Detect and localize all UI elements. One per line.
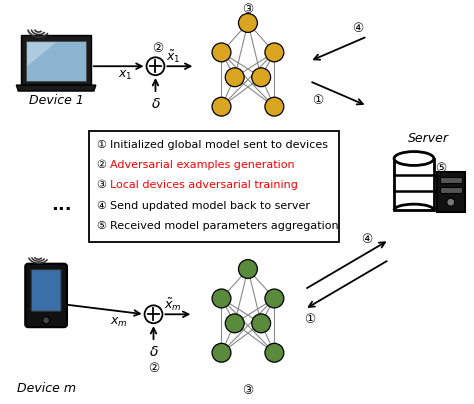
Text: $\tilde{x}_m$: $\tilde{x}_m$ (164, 296, 182, 313)
Circle shape (212, 97, 231, 116)
Text: Device m: Device m (17, 382, 76, 395)
Text: ⑤: ⑤ (435, 162, 447, 175)
Ellipse shape (394, 152, 434, 166)
Circle shape (145, 305, 163, 323)
Text: ③: ③ (242, 3, 254, 16)
Text: ②: ② (152, 42, 163, 55)
Polygon shape (16, 85, 96, 91)
FancyBboxPatch shape (25, 264, 67, 327)
FancyBboxPatch shape (440, 177, 462, 183)
FancyBboxPatch shape (31, 269, 61, 311)
FancyBboxPatch shape (440, 187, 462, 193)
Text: ②: ② (148, 362, 159, 375)
FancyBboxPatch shape (437, 173, 465, 212)
Circle shape (265, 97, 284, 116)
Circle shape (238, 260, 257, 278)
Circle shape (225, 314, 244, 333)
Text: ①: ① (304, 313, 315, 326)
Circle shape (212, 343, 231, 362)
Text: Initialized global model sent to devices: Initialized global model sent to devices (110, 140, 328, 149)
Text: ②: ② (96, 160, 106, 170)
Circle shape (225, 68, 244, 87)
Text: ...: ... (51, 196, 72, 214)
Circle shape (212, 289, 231, 308)
Circle shape (252, 68, 271, 87)
Circle shape (265, 343, 284, 362)
Circle shape (252, 314, 271, 333)
Text: ①: ① (312, 95, 323, 107)
Text: Received model parameters aggregation: Received model parameters aggregation (110, 221, 338, 231)
Circle shape (146, 57, 164, 75)
Text: ③: ③ (242, 384, 254, 397)
Circle shape (238, 14, 257, 32)
Text: Send updated model back to server: Send updated model back to server (110, 201, 310, 210)
Text: ①: ① (96, 140, 106, 149)
Polygon shape (27, 42, 56, 66)
Text: $\delta$: $\delta$ (151, 97, 160, 111)
Text: ④: ④ (96, 201, 106, 210)
Text: $x_1$: $x_1$ (118, 69, 133, 82)
Polygon shape (26, 42, 86, 81)
Text: $x_m$: $x_m$ (110, 316, 128, 329)
Text: $\delta$: $\delta$ (148, 345, 158, 359)
Text: ⑤: ⑤ (96, 221, 106, 231)
Circle shape (43, 317, 50, 324)
Circle shape (447, 198, 455, 206)
Circle shape (212, 43, 231, 62)
Text: Device 1: Device 1 (28, 95, 83, 107)
Text: ④: ④ (352, 22, 363, 35)
Text: Server: Server (409, 132, 449, 145)
Text: Local devices adversarial training: Local devices adversarial training (110, 180, 298, 190)
Text: ③: ③ (96, 180, 106, 190)
Text: ④: ④ (362, 234, 373, 246)
Text: $\tilde{x}_1$: $\tilde{x}_1$ (166, 48, 181, 65)
Circle shape (265, 289, 284, 308)
Circle shape (265, 43, 284, 62)
FancyBboxPatch shape (89, 131, 339, 242)
FancyBboxPatch shape (394, 158, 434, 210)
Polygon shape (21, 36, 91, 85)
Text: Adversarial examples generation: Adversarial examples generation (110, 160, 294, 170)
